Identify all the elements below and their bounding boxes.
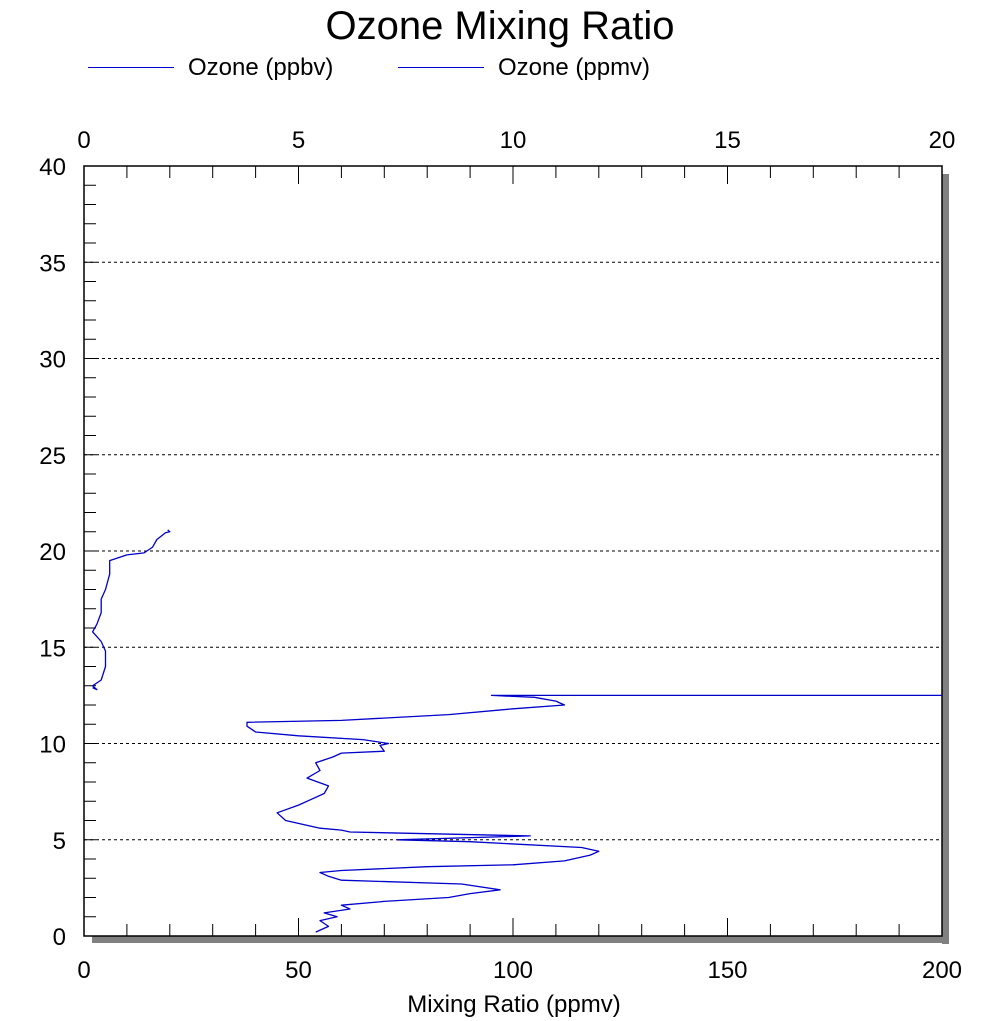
legend-label-ppmv: Ozone (ppmv)	[498, 54, 651, 81]
series-line-1	[91, 529, 171, 691]
legend-label-ppbv: Ozone (ppbv)	[188, 54, 334, 81]
y-tick-label: 15	[39, 635, 66, 662]
x-bottom-tick-label: 200	[922, 957, 962, 984]
y-tick-label: 0	[53, 924, 66, 951]
x-top-tick-label: 20	[929, 127, 956, 154]
legend-line-ppmv	[398, 67, 484, 68]
y-tick-label: 5	[53, 828, 66, 855]
x-top-tick-label: 10	[500, 127, 527, 154]
chart-title: Ozone Mixing Ratio	[325, 4, 675, 48]
frame-shadow-right	[942, 174, 949, 944]
x-bottom-tick-label: 150	[707, 957, 747, 984]
x-top-tick-label: 0	[77, 127, 90, 154]
y-tick-label: 40	[39, 154, 66, 181]
x-axis-label: Mixing Ratio (ppmv)	[407, 991, 620, 1018]
frame-shadow-bottom	[92, 936, 949, 943]
y-tick-label: 10	[39, 732, 66, 759]
y-tick-label: 20	[39, 539, 66, 566]
x-top-tick-label: 15	[714, 127, 741, 154]
x-bottom-tick-label: 0	[77, 957, 90, 984]
series-line-0	[246, 694, 942, 933]
x-bottom-tick-label: 100	[493, 957, 533, 984]
y-tick-label: 25	[39, 443, 66, 470]
y-tick-label: 35	[39, 250, 66, 277]
x-top-tick-label: 5	[292, 127, 305, 154]
legend-line-ppbv	[88, 67, 174, 68]
y-tick-label: 30	[39, 347, 66, 374]
x-bottom-tick-label: 50	[285, 957, 312, 984]
